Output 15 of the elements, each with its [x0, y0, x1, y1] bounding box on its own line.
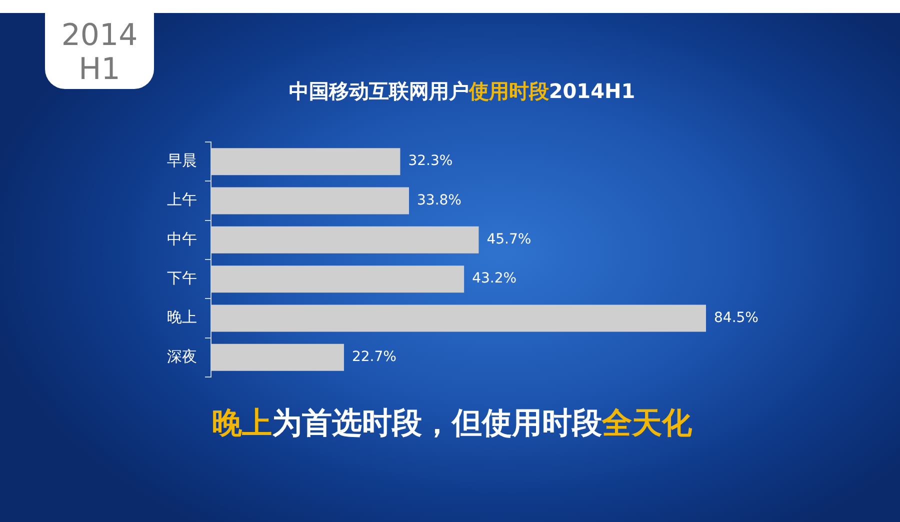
data-label: 33.8% [417, 192, 462, 208]
y-tick-label: 中午 [167, 230, 197, 248]
text: 2014 H1 [60, 18, 139, 87]
data-label: 43.2% [472, 270, 517, 287]
text: 晚上为首选时段，但使用时段全天化 [212, 406, 692, 441]
data-label: 32.3% [408, 153, 453, 170]
data-label: 84.5% [714, 310, 758, 326]
y-tick-label: 早晨 [167, 151, 197, 170]
y-tick-label: 深夜 [167, 347, 197, 366]
y-tick-label: 下午 [167, 268, 197, 287]
y-tick-label: 上午 [167, 190, 197, 209]
chart-title: 中国移动互联网用户使用时段2014H1 [288, 79, 636, 103]
y-tick-label: 晚上 [167, 308, 197, 326]
data-label: 45.7% [486, 232, 532, 248]
data-label: 22.7% [352, 349, 396, 366]
